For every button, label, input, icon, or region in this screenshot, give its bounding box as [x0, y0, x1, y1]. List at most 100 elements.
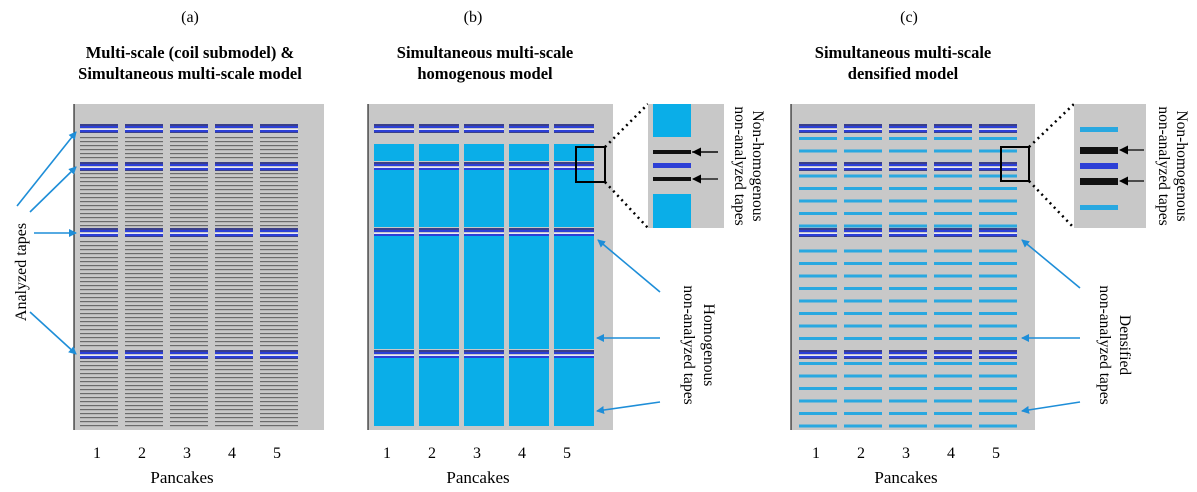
analyzed-tape — [260, 352, 298, 354]
grey-tape — [170, 209, 208, 211]
analyzed-tape — [979, 132, 1017, 133]
analyzed-tape — [80, 355, 118, 356]
grey-tape — [170, 369, 208, 371]
analyzed-tape — [170, 168, 208, 170]
panel-b-letter: (b) — [464, 9, 483, 26]
grey-tape — [215, 185, 253, 187]
analyzed-tape — [260, 124, 298, 126]
analyzed-tape — [934, 356, 972, 358]
analyzed-tape — [170, 233, 208, 234]
densified-tape — [934, 149, 972, 153]
grey-tape — [170, 305, 208, 307]
grey-tape — [215, 249, 253, 251]
grey-tape — [125, 413, 163, 415]
grey-tape — [125, 273, 163, 275]
grey-tape — [260, 289, 298, 291]
analyzed-tape — [80, 170, 118, 171]
densified-tape — [799, 224, 837, 228]
analyzed-tape — [215, 132, 253, 133]
analyzed-tape — [419, 129, 459, 130]
grey-tape — [170, 281, 208, 283]
densified-tape — [844, 362, 882, 365]
analyzed-tape — [215, 124, 253, 126]
grey-tape — [215, 153, 253, 155]
densified-tape — [979, 137, 1017, 140]
panel-c-annotation-arrows — [1021, 239, 1081, 414]
grey-tape — [215, 189, 253, 191]
analyzed-tape — [844, 168, 882, 170]
analyzed-tape — [934, 233, 972, 234]
analyzed-tape — [799, 124, 837, 126]
analyzed-tape — [799, 167, 837, 168]
grey-tape — [170, 261, 208, 263]
analyzed-tape — [125, 126, 163, 128]
grey-tape — [80, 281, 118, 283]
homogenous-block — [509, 170, 549, 227]
analyzed-tape — [979, 167, 1017, 168]
grey-tape — [260, 389, 298, 391]
homogenous-block — [374, 358, 414, 426]
analyzed-tape — [844, 355, 882, 356]
grey-tape — [215, 425, 253, 427]
analyzed-tape — [799, 170, 837, 171]
analyzed-tape — [215, 167, 253, 168]
analyzed-tape — [934, 228, 972, 230]
analyzed-tape — [125, 234, 163, 236]
analyzed-tape — [260, 170, 298, 171]
analyzed-tape — [170, 234, 208, 236]
grey-tape — [170, 401, 208, 403]
grey-tape — [215, 409, 253, 411]
grey-tape — [80, 213, 118, 215]
grey-tape — [215, 213, 253, 215]
analyzed-tape — [170, 129, 208, 130]
densified-tape — [844, 199, 882, 203]
grey-tape — [170, 181, 208, 183]
analyzed-tape — [125, 356, 163, 358]
analyzed-tape — [419, 162, 459, 164]
grey-tape — [125, 225, 163, 227]
grey-tape — [215, 149, 253, 151]
densified-tape — [799, 374, 837, 378]
analyzed-tape — [125, 228, 163, 230]
analyzed-tape — [374, 126, 414, 128]
grey-tape — [80, 293, 118, 295]
grey-tape — [80, 193, 118, 195]
analyzed-tape — [799, 130, 837, 132]
grey-tape — [170, 333, 208, 335]
analyzed-tape — [979, 234, 1017, 236]
panel-b-zoom-line-bottom — [604, 181, 649, 229]
grey-tape — [260, 205, 298, 207]
grey-tape — [215, 397, 253, 399]
analyzed-tape — [799, 228, 837, 230]
analyzed-tape — [215, 358, 253, 359]
densified-tape — [934, 424, 972, 428]
analyzed-tape — [374, 233, 414, 234]
densified-tape — [799, 337, 837, 340]
densified-tape — [979, 249, 1017, 253]
grey-tape — [125, 385, 163, 387]
grey-tape — [170, 405, 208, 407]
grey-tape — [215, 413, 253, 415]
grey-tape — [125, 293, 163, 295]
grey-tape — [260, 137, 298, 139]
grey-tape — [125, 213, 163, 215]
panel-c-title-line2: densified model — [848, 64, 959, 83]
grey-tape — [170, 269, 208, 271]
grey-tape — [260, 145, 298, 147]
grey-tape — [170, 329, 208, 331]
analyzed-tape — [889, 124, 927, 126]
pancake-label: 5 — [992, 445, 1000, 462]
analyzed-tape — [799, 356, 837, 358]
panel-c-annotation-line1: Densified — [1116, 315, 1133, 376]
grey-tape — [260, 241, 298, 243]
analyzed-tape — [374, 130, 414, 132]
densified-tape — [844, 374, 882, 378]
grey-tape — [80, 401, 118, 403]
densified-tape — [889, 412, 927, 415]
grey-tape — [170, 205, 208, 207]
grey-tape — [170, 185, 208, 187]
analyzed-tape — [934, 130, 972, 132]
grey-tape — [260, 225, 298, 227]
grey-tape — [215, 393, 253, 395]
panel-b-zoom-label-line1: Non-homogenous — [749, 110, 766, 221]
